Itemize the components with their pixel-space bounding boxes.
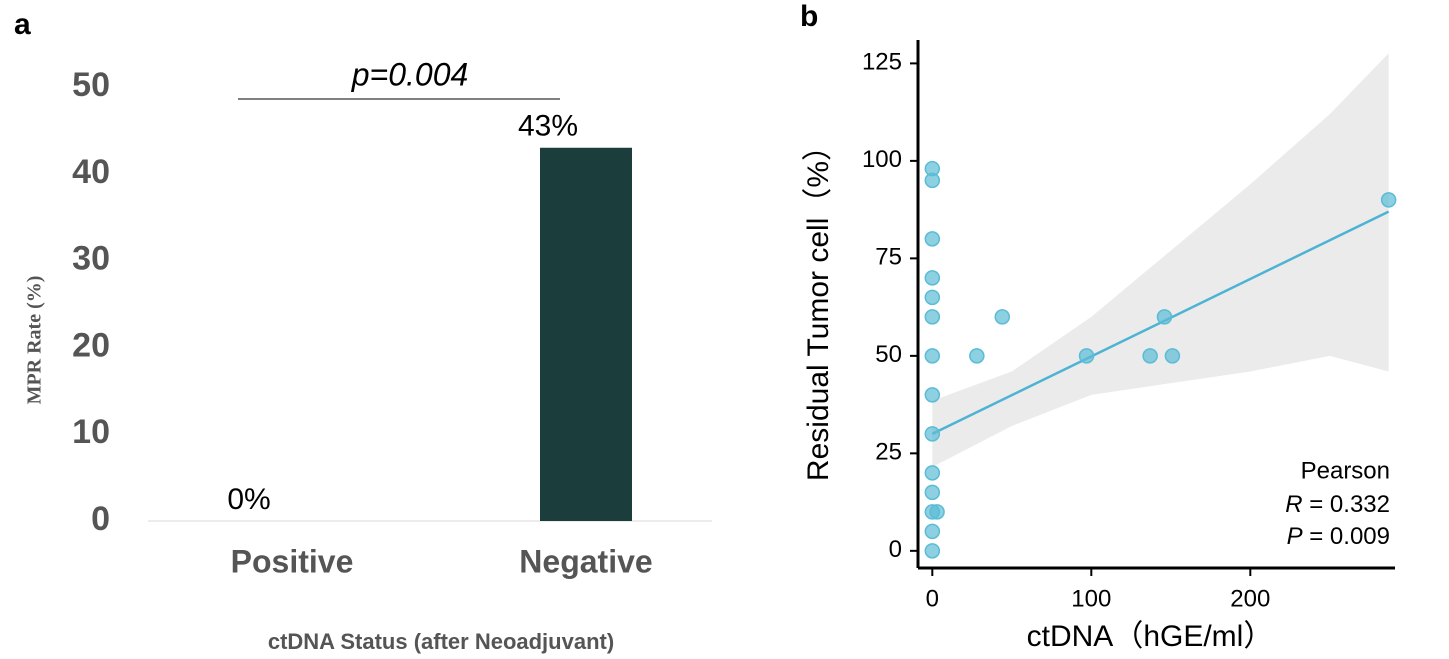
stats-line: P = 0.009 xyxy=(1287,523,1390,550)
stats-line: R = 0.332 xyxy=(1285,491,1390,518)
confidence-band xyxy=(932,53,1389,468)
panel-label: a xyxy=(14,8,31,41)
x-tick-label: 100 xyxy=(1071,585,1111,612)
point xyxy=(1078,348,1095,364)
point xyxy=(924,270,941,286)
y-tick-label: 125 xyxy=(862,49,902,76)
stats-value: = 0.009 xyxy=(1303,523,1390,550)
y-tick-label: 0 xyxy=(91,500,110,538)
y-tick-label: 100 xyxy=(862,146,902,173)
point xyxy=(924,523,941,540)
y-tick-label: 40 xyxy=(72,153,110,191)
x-tick-label: Negative xyxy=(519,543,652,579)
y-axis-title: Residual Tumor cell（%） xyxy=(802,131,835,481)
point xyxy=(924,387,941,403)
bar xyxy=(540,147,632,521)
panel-label: b xyxy=(800,0,818,33)
y-tick-label: 10 xyxy=(72,413,110,451)
point xyxy=(924,543,941,559)
point xyxy=(924,172,941,189)
stats-title: Pearson xyxy=(1301,457,1390,484)
point xyxy=(924,309,941,325)
annotation: p=0.004 xyxy=(351,56,469,92)
stats-value: = 0.332 xyxy=(1303,491,1390,518)
y-tick-label: 75 xyxy=(875,244,902,271)
y-tick-label: 50 xyxy=(875,341,902,368)
point xyxy=(924,465,941,481)
x-tick-label: 0 xyxy=(926,585,939,612)
point xyxy=(924,484,941,501)
point xyxy=(924,289,941,306)
point xyxy=(929,504,945,520)
point xyxy=(924,426,941,442)
y-tick-label: 50 xyxy=(72,66,110,104)
value-label: 0% xyxy=(227,483,270,516)
y-tick-label: 0 xyxy=(889,536,902,563)
y-tick-label: 30 xyxy=(72,240,110,278)
stats-symbol: R xyxy=(1285,491,1302,518)
x-tick-label: Positive xyxy=(231,543,354,579)
x-tick-label: 200 xyxy=(1230,585,1270,612)
x-axis-title: ctDNA（hGE/ml） xyxy=(1027,620,1274,653)
value-label: 43% xyxy=(518,110,578,143)
point xyxy=(924,231,941,247)
point xyxy=(994,309,1011,325)
point xyxy=(1142,348,1158,364)
x-axis-title: ctDNA Status (after Neoadjuvant) xyxy=(268,629,614,654)
y-tick-label: 20 xyxy=(72,326,110,364)
point xyxy=(1164,348,1181,364)
y-axis-title: MPR Rate (%) xyxy=(24,276,46,405)
point xyxy=(1156,309,1173,325)
y-tick-label: 25 xyxy=(875,439,902,466)
stats-symbol: P xyxy=(1287,523,1303,550)
point xyxy=(1380,192,1397,208)
point xyxy=(924,348,941,364)
point xyxy=(969,348,985,364)
